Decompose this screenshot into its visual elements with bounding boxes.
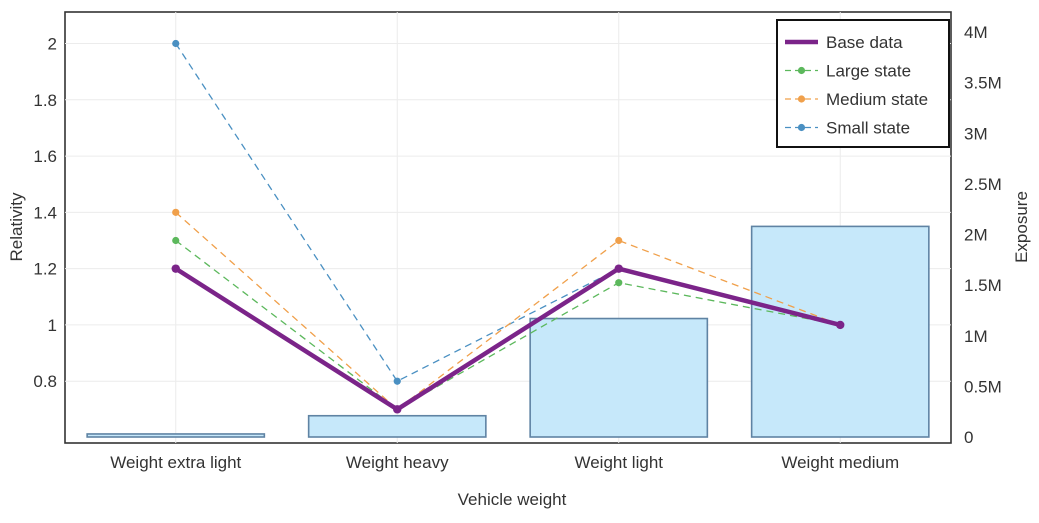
y-right-tick-label: 0 <box>964 428 973 447</box>
y-axis-right-title: Exposure <box>1012 191 1031 263</box>
y-left-tick-label: 1.4 <box>33 203 57 222</box>
x-tick-label: Weight medium <box>781 453 899 472</box>
y-left-tick-label: 0.8 <box>33 372 57 391</box>
series-line-medium-state <box>175 211 841 411</box>
series-point <box>615 279 623 287</box>
series-point <box>172 39 180 48</box>
series-point <box>172 208 180 216</box>
x-tick-label: Weight extra light <box>110 453 241 472</box>
y-left-tick-label: 2 <box>48 35 57 54</box>
series-point <box>836 320 845 330</box>
series-point <box>172 236 180 245</box>
legend-label: Medium state <box>826 90 928 109</box>
y-left-tick-label: 1.6 <box>33 147 57 166</box>
y-right-tick-label: 1M <box>964 327 988 346</box>
legend-label: Small state <box>826 119 910 138</box>
y-left-tick-label: 1 <box>48 316 57 335</box>
series-point <box>393 405 402 414</box>
legend-swatch-marker <box>797 66 806 75</box>
series-point <box>614 264 623 273</box>
x-axis-title: Vehicle weight <box>458 490 567 509</box>
series-point <box>393 377 401 385</box>
legend-label: Base data <box>826 33 903 52</box>
y-right-tick-label: 1.5M <box>964 276 1002 295</box>
axes-layer: 0.8 1 1.2 1.4 1.6 1.8 2 Weight extra light Weigh… <box>33 23 1001 472</box>
y-right-tick-label: 3.5M <box>964 74 1002 93</box>
y-left-tick-label: 1.8 <box>33 91 57 110</box>
legend-swatch-marker <box>797 123 806 132</box>
y-right-tick-label: 3M <box>964 124 988 143</box>
series-point <box>615 236 623 245</box>
y-right-tick-label: 2M <box>964 226 988 245</box>
y-left-tick-label: 1.2 <box>33 260 57 279</box>
lines-layer <box>171 39 845 414</box>
exposure-bar <box>86 433 266 438</box>
legend: Base data Large state Medium state Small st… <box>776 19 950 148</box>
y-right-tick-label: 2.5M <box>964 175 1002 194</box>
bars-layer <box>86 225 930 438</box>
series-point <box>171 264 180 273</box>
exposure-bar <box>750 225 930 438</box>
exposure-bar <box>307 414 487 438</box>
y-axis-left-title: Relativity <box>7 192 26 261</box>
legend-swatch-marker <box>797 95 806 103</box>
exposure-bar <box>529 317 709 438</box>
x-tick-label: Weight heavy <box>346 453 449 472</box>
y-right-tick-label: 0.5M <box>964 377 1002 396</box>
legend-label: Large state <box>826 62 911 81</box>
x-tick-label: Weight light <box>574 453 663 472</box>
series-line-base-data <box>174 266 841 412</box>
y-right-tick-label: 4M <box>964 23 988 42</box>
